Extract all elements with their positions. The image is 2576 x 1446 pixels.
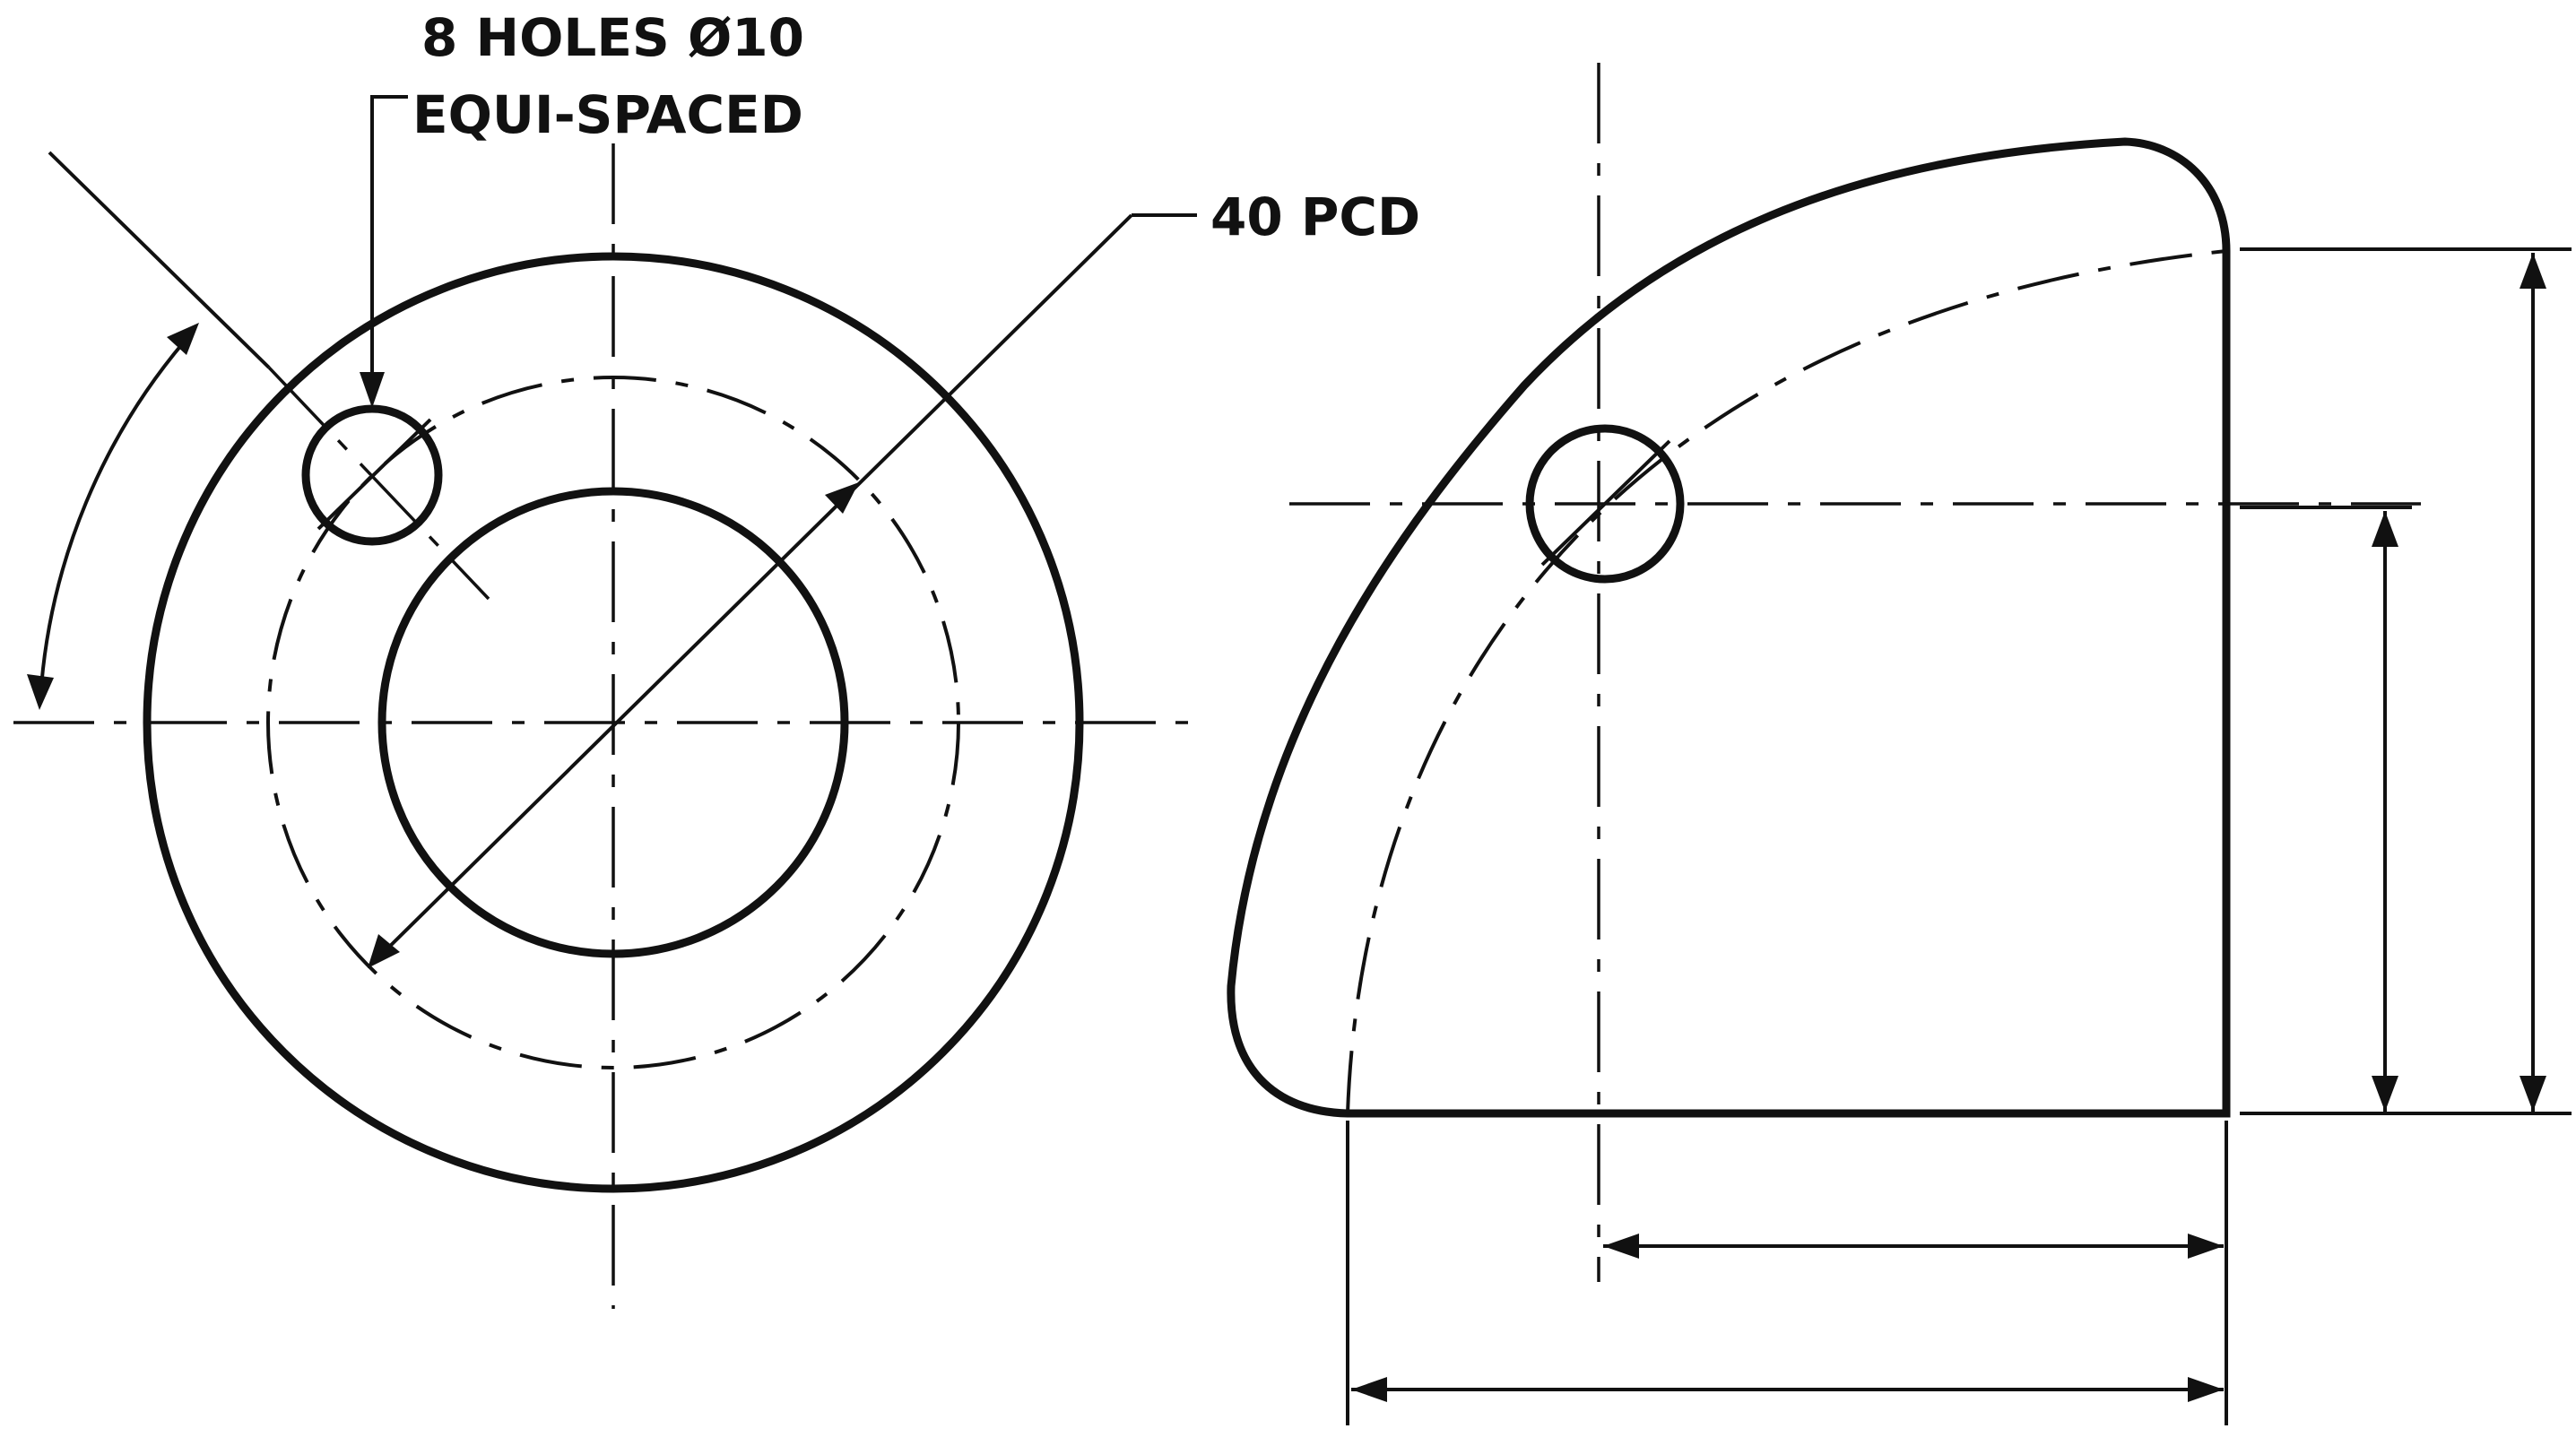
bore-circle bbox=[377, 487, 849, 958]
angle-arrow-bottom bbox=[27, 674, 54, 710]
hole-crosshair bbox=[317, 418, 432, 531]
side-hole-crosshair bbox=[1540, 439, 1671, 567]
outer-circle bbox=[143, 252, 1084, 1193]
holes-leader bbox=[370, 95, 408, 385]
angle-arrow-top bbox=[167, 323, 199, 355]
front-view: 8 HOLES Ø10 EQUI-SPACED 40 PCD bbox=[13, 7, 1420, 1309]
pcd-dimension-line bbox=[370, 213, 1133, 965]
dim-overall-height-arrow-bottom bbox=[2520, 1076, 2546, 1112]
pcd-arrow-upper bbox=[825, 482, 859, 514]
dim-overall-width-arrow-right bbox=[2188, 1377, 2224, 1402]
dim-overall-height-arrow-top bbox=[2520, 253, 2546, 289]
dim-hole-height-arrow-bottom bbox=[2372, 1076, 2398, 1112]
hole-radial-centerline bbox=[267, 366, 490, 601]
side-outline bbox=[1227, 137, 2231, 1118]
dim-center-to-face-arrow-left bbox=[1603, 1234, 1639, 1259]
holes-leader-arrow bbox=[360, 372, 385, 408]
bolt-hole bbox=[301, 404, 443, 546]
side-hole bbox=[1525, 424, 1685, 584]
dim-overall-width-arrow-left bbox=[1351, 1377, 1387, 1402]
holes-note-line2: EQUI-SPACED bbox=[412, 84, 803, 145]
dim-center-to-face-arrow-right bbox=[2188, 1234, 2224, 1259]
hole-radial-line bbox=[48, 151, 271, 369]
holes-note-line1: 8 HOLES Ø10 bbox=[421, 7, 804, 68]
pcd-arrow-lower bbox=[368, 934, 400, 968]
pitch-circle bbox=[266, 376, 960, 1069]
dim-hole-height-arrow-top bbox=[2372, 511, 2398, 547]
pcd-note: 40 PCD bbox=[1210, 186, 1420, 247]
angle-dimension-arc bbox=[39, 330, 195, 700]
side-view bbox=[1227, 63, 2572, 1425]
side-pcd-arc bbox=[1346, 249, 2227, 1114]
